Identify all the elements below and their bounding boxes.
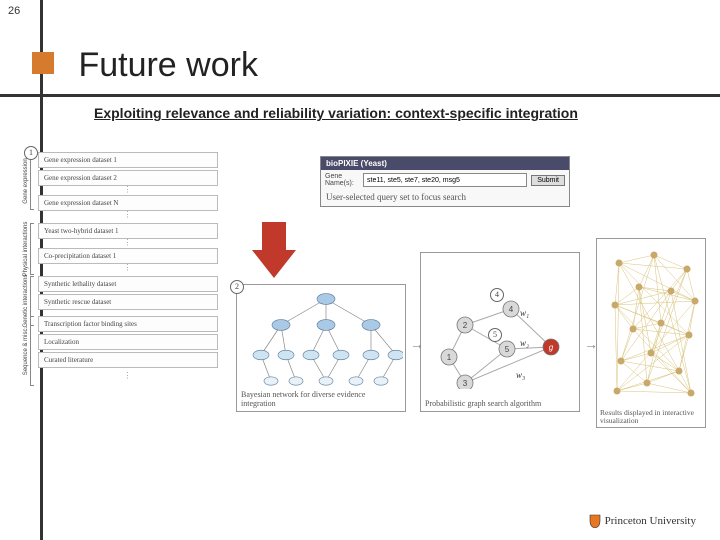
query-caption: User-selected query set to focus search [321, 190, 569, 206]
dataset-box: Synthetic lethality dataset [38, 276, 218, 292]
bayes-panel: Bayesian network for diverse evidence in… [236, 284, 406, 412]
prob-caption: Probabilistic graph search algorithm [425, 400, 575, 409]
dataset-box: Gene expression dataset 1 [38, 152, 218, 168]
svg-text:5: 5 [505, 345, 510, 354]
slide-number: 26 [8, 5, 20, 17]
title-block: Future work [32, 46, 258, 85]
datasets-column: Gene expressionGene expression dataset 1… [38, 152, 218, 381]
horizontal-rule [0, 94, 720, 97]
svg-text:1: 1 [447, 353, 452, 362]
query-label: Gene Name(s): [325, 173, 359, 187]
step-number: 1 [24, 146, 38, 160]
gene-name-input[interactable] [363, 173, 527, 187]
results-panel: Results displayed in interactive visuali… [596, 238, 706, 428]
category-label: Physical interactions [23, 219, 29, 279]
category-label: Sequence & misc. [23, 321, 29, 381]
red-arrow-icon [252, 222, 296, 283]
query-row: Gene Name(s): Submit [321, 170, 569, 190]
dataset-box: Gene expression dataset 2 [38, 170, 218, 186]
results-caption: Results displayed in interactive visuali… [600, 409, 702, 426]
results-network-icon [599, 243, 705, 403]
flow-arrow-icon: → [584, 336, 598, 352]
weight-label: w₂ [520, 338, 529, 348]
step-number: 4 [490, 288, 504, 302]
weight-label: w₁ [520, 308, 529, 318]
svg-text:g: g [549, 343, 554, 352]
diagram-area: Gene expression Gene expression dataset 1… [20, 152, 710, 492]
dataset-box: Gene expression dataset N [38, 195, 218, 211]
bayes-network-icon [241, 289, 403, 389]
submit-button[interactable]: Submit [531, 175, 565, 186]
shield-icon [589, 514, 601, 528]
dataset-box: Transcription factor binding sites [38, 316, 218, 332]
query-header: bioPIXIE (Yeast) [321, 157, 569, 170]
weight-label: w₃ [516, 370, 525, 380]
category-label: Gene expression [23, 151, 29, 211]
svg-text:2: 2 [463, 321, 468, 330]
prob-graph-icon: 1 2 3 4 5 g [425, 257, 577, 389]
query-panel: bioPIXIE (Yeast) Gene Name(s): Submit Us… [320, 156, 570, 207]
dataset-box: Localization [38, 334, 218, 350]
slide-subtitle: Exploiting relevance and reliability var… [94, 104, 654, 122]
slide-title: Future work [78, 46, 258, 85]
svg-text:3: 3 [463, 379, 468, 388]
dataset-box: Yeast two-hybrid dataset 1 [38, 223, 218, 239]
dataset-box: Curated literature [38, 352, 218, 368]
step-number: 5 [488, 328, 502, 342]
svg-text:4: 4 [509, 305, 514, 314]
princeton-text: Princeton University [605, 515, 696, 527]
dataset-box: Co-precipitation dataset 1 [38, 248, 218, 264]
princeton-logo: Princeton University [589, 514, 696, 528]
bayes-caption: Bayesian network for diverse evidence in… [241, 391, 401, 409]
flow-arrow-icon: → [410, 336, 424, 352]
step-number: 2 [230, 280, 244, 294]
title-bullet-icon [32, 52, 54, 74]
dataset-box: Synthetic rescue dataset [38, 294, 218, 310]
